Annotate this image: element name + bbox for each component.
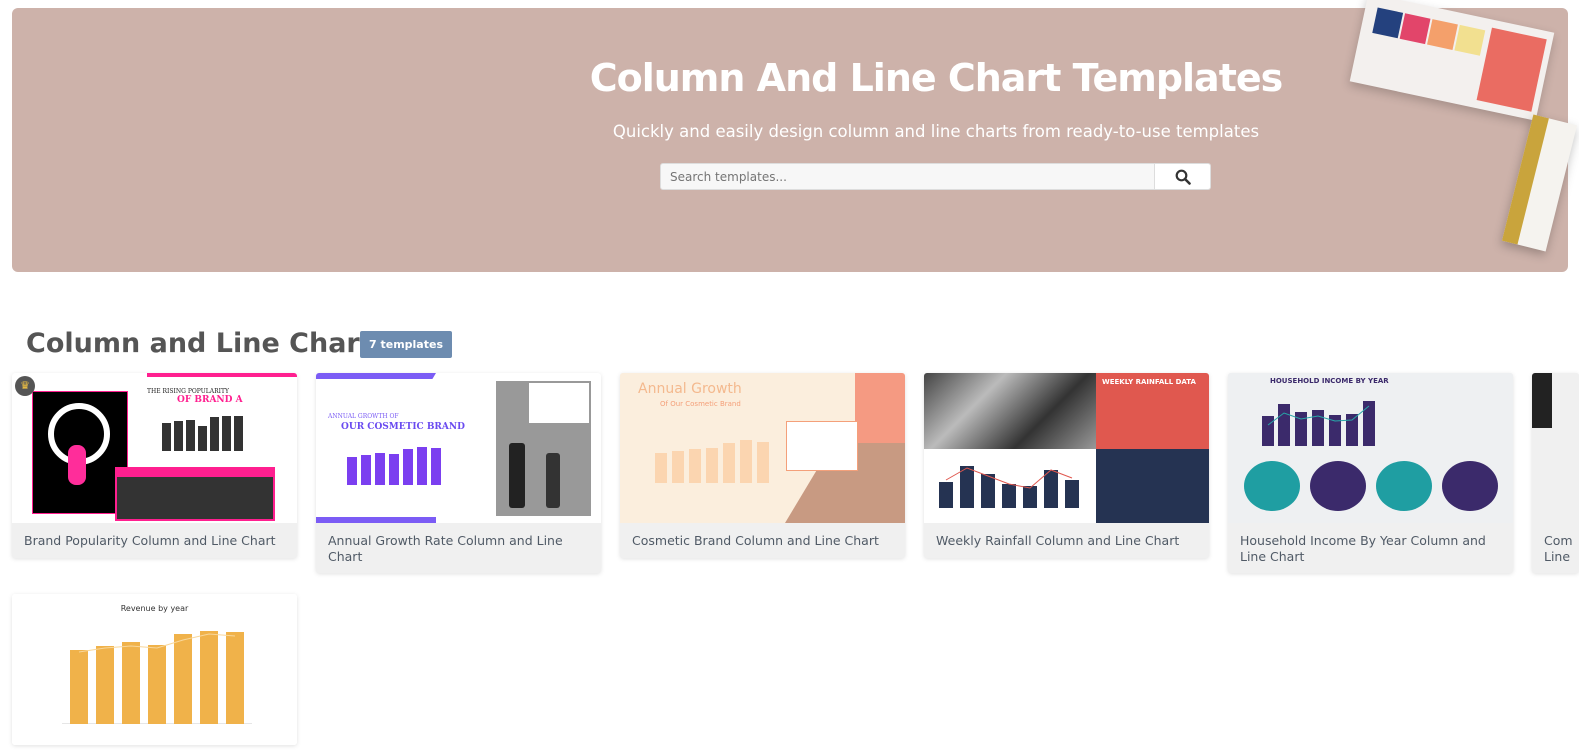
thumb-heading: ANNUAL GROWTH OF	[328, 413, 399, 420]
search-bar	[660, 163, 1211, 190]
thumb-subheading: OF BRAND A	[177, 395, 243, 405]
thumb-subheading: OUR COSMETIC BRAND	[341, 422, 465, 432]
template-card[interactable]: Revenue by year	[12, 594, 297, 745]
page-title: Column And Line Chart Templates	[589, 56, 1284, 100]
template-card[interactable]: ♛ THE RISING POPULARITY OF BRAND A Brand…	[12, 373, 297, 558]
thumb-heading: Revenue by year	[120, 604, 189, 613]
template-thumbnail[interactable]: Annual Growth Of Our Cosmetic Brand	[620, 373, 905, 523]
template-thumbnail[interactable]: HOUSEHOLD INCOME BY YEAR	[1228, 373, 1513, 523]
search-icon	[1175, 169, 1191, 185]
template-thumbnail[interactable]: ♛ THE RISING POPULARITY OF BRAND A	[12, 373, 297, 523]
thumb-heading: WEEKLY RAINFALL DATA	[1102, 378, 1196, 386]
template-thumbnail[interactable]	[1532, 373, 1579, 523]
search-input[interactable]	[660, 163, 1155, 190]
template-card[interactable]: WEEKLY RAINFALL DATA Weekly Rainfall Col…	[924, 373, 1209, 558]
thumb-heading: HOUSEHOLD INCOME BY YEAR	[1270, 377, 1389, 385]
hero-banner: Column And Line Chart Templates Quickly …	[12, 0, 1578, 272]
template-card[interactable]: Annual Growth Of Our Cosmetic Brand Cosm…	[620, 373, 905, 558]
template-title[interactable]: Com Line	[1544, 533, 1573, 564]
template-title[interactable]: Cosmetic Brand Column and Line Chart	[632, 533, 879, 548]
template-title[interactable]: Annual Growth Rate Column and Line Chart	[328, 533, 563, 564]
thumb-subheading: Of Our Cosmetic Brand	[660, 400, 741, 408]
template-title[interactable]: Weekly Rainfall Column and Line Chart	[936, 533, 1180, 548]
template-count-badge: 7 templates	[360, 331, 452, 358]
template-title[interactable]: Household Income By Year Column and Line…	[1240, 533, 1486, 564]
template-thumbnail[interactable]: Revenue by year	[12, 594, 297, 745]
template-card[interactable]: Com Line	[1532, 373, 1579, 573]
template-card[interactable]: ANNUAL GROWTH OF OUR COSMETIC BRAND Annu…	[316, 373, 601, 573]
template-card[interactable]: HOUSEHOLD INCOME BY YEAR Household Incom…	[1228, 373, 1513, 573]
template-title[interactable]: Brand Popularity Column and Line Chart	[24, 533, 276, 548]
template-thumbnail[interactable]: ANNUAL GROWTH OF OUR COSMETIC BRAND	[316, 373, 601, 523]
thumb-heading: Annual Growth	[638, 381, 742, 397]
search-button[interactable]	[1155, 163, 1211, 190]
template-thumbnail[interactable]: WEEKLY RAINFALL DATA	[924, 373, 1209, 523]
section-title: Column and Line Charts	[26, 328, 389, 359]
thumb-heading: THE RISING POPULARITY	[147, 388, 229, 395]
page-subtitle: Quickly and easily design column and lin…	[612, 122, 1260, 141]
premium-crown-icon: ♛	[15, 376, 35, 396]
